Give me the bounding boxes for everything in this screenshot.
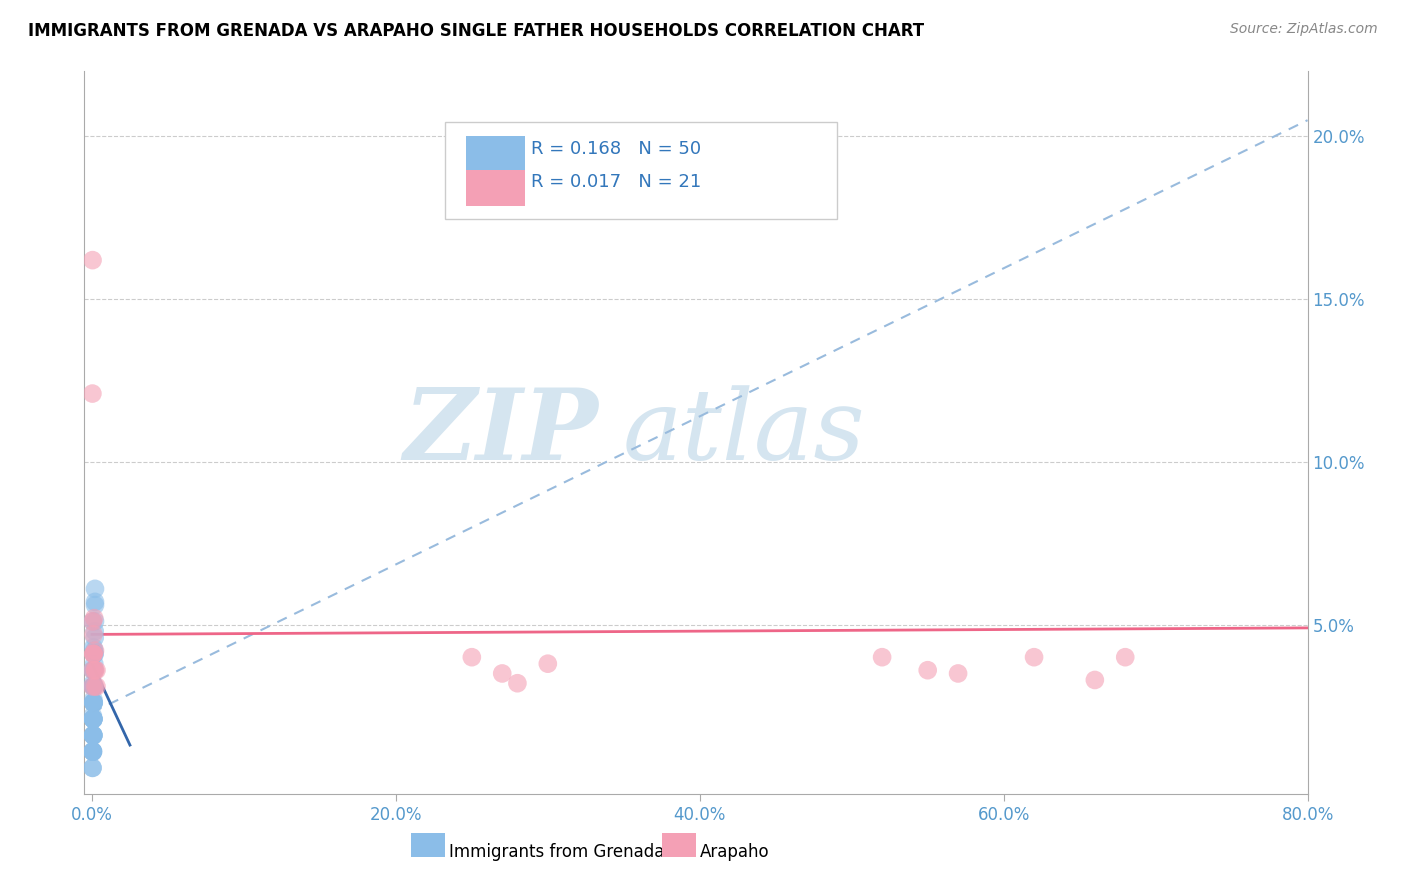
Point xyxy=(82,745,104,759)
Point xyxy=(83,624,105,639)
Point xyxy=(82,745,104,759)
Text: Immigrants from Grenada: Immigrants from Grenada xyxy=(449,843,664,861)
Point xyxy=(86,680,108,694)
Point xyxy=(83,631,105,645)
Point xyxy=(82,712,104,726)
FancyBboxPatch shape xyxy=(465,136,524,172)
Point xyxy=(82,696,104,710)
Text: ZIP: ZIP xyxy=(404,384,598,481)
Point xyxy=(82,696,104,710)
Point xyxy=(83,663,105,677)
Point xyxy=(82,708,104,723)
Point xyxy=(84,663,107,677)
Point xyxy=(83,647,105,661)
Point xyxy=(83,657,105,671)
Point xyxy=(82,696,104,710)
Point xyxy=(86,663,108,677)
Point xyxy=(82,728,104,742)
Point xyxy=(870,650,893,665)
Point xyxy=(84,680,107,694)
Point xyxy=(82,253,104,268)
Text: IMMIGRANTS FROM GRENADA VS ARAPAHO SINGLE FATHER HOUSEHOLDS CORRELATION CHART: IMMIGRANTS FROM GRENADA VS ARAPAHO SINGL… xyxy=(28,22,924,40)
Point xyxy=(82,680,104,694)
Point xyxy=(82,745,104,759)
Point xyxy=(82,712,104,726)
Text: atlas: atlas xyxy=(623,385,865,480)
Point xyxy=(84,582,107,596)
Point xyxy=(83,680,105,694)
Point xyxy=(1022,650,1045,665)
Point xyxy=(82,647,104,661)
Point xyxy=(82,712,104,726)
Point xyxy=(82,712,104,726)
Point xyxy=(83,643,105,657)
Point xyxy=(917,663,939,677)
Point xyxy=(946,666,969,681)
Point xyxy=(82,615,104,629)
Point xyxy=(82,680,104,694)
FancyBboxPatch shape xyxy=(446,122,837,219)
Point xyxy=(82,663,104,677)
Point xyxy=(1114,650,1136,665)
Point xyxy=(82,728,104,742)
Point xyxy=(82,680,104,694)
Point xyxy=(82,680,104,694)
Point xyxy=(84,663,107,677)
Point xyxy=(84,595,107,609)
Point xyxy=(82,627,104,641)
Text: Arapaho: Arapaho xyxy=(700,843,769,861)
Point xyxy=(491,666,513,681)
Text: Source: ZipAtlas.com: Source: ZipAtlas.com xyxy=(1230,22,1378,37)
Point xyxy=(82,680,104,694)
Point xyxy=(82,712,104,726)
Point xyxy=(82,728,104,742)
Point xyxy=(82,692,104,706)
FancyBboxPatch shape xyxy=(465,170,524,206)
FancyBboxPatch shape xyxy=(411,833,446,857)
Point xyxy=(82,386,104,401)
Point xyxy=(82,712,104,726)
Point xyxy=(83,611,105,625)
Point xyxy=(461,650,484,665)
Point xyxy=(82,615,104,629)
Point xyxy=(82,680,104,694)
Point xyxy=(82,676,104,690)
Point xyxy=(83,647,105,661)
Point xyxy=(82,663,104,677)
Point xyxy=(82,745,104,759)
Text: R = 0.168   N = 50: R = 0.168 N = 50 xyxy=(531,140,702,158)
Point xyxy=(82,647,104,661)
Point xyxy=(82,663,104,677)
Point xyxy=(82,761,104,775)
Point xyxy=(537,657,560,671)
Point xyxy=(84,598,107,612)
Point xyxy=(83,696,105,710)
Point xyxy=(82,647,104,661)
Point xyxy=(82,761,104,775)
Point xyxy=(84,643,107,657)
Point xyxy=(82,640,104,655)
Point xyxy=(82,728,104,742)
Point xyxy=(82,728,104,742)
Point xyxy=(82,712,104,726)
Point xyxy=(82,745,104,759)
FancyBboxPatch shape xyxy=(662,833,696,857)
Point xyxy=(84,615,107,629)
Point xyxy=(82,728,104,742)
Text: R = 0.017   N = 21: R = 0.017 N = 21 xyxy=(531,172,702,191)
Point xyxy=(82,745,104,759)
Point xyxy=(506,676,529,690)
Point xyxy=(1084,673,1107,687)
Point xyxy=(82,696,104,710)
